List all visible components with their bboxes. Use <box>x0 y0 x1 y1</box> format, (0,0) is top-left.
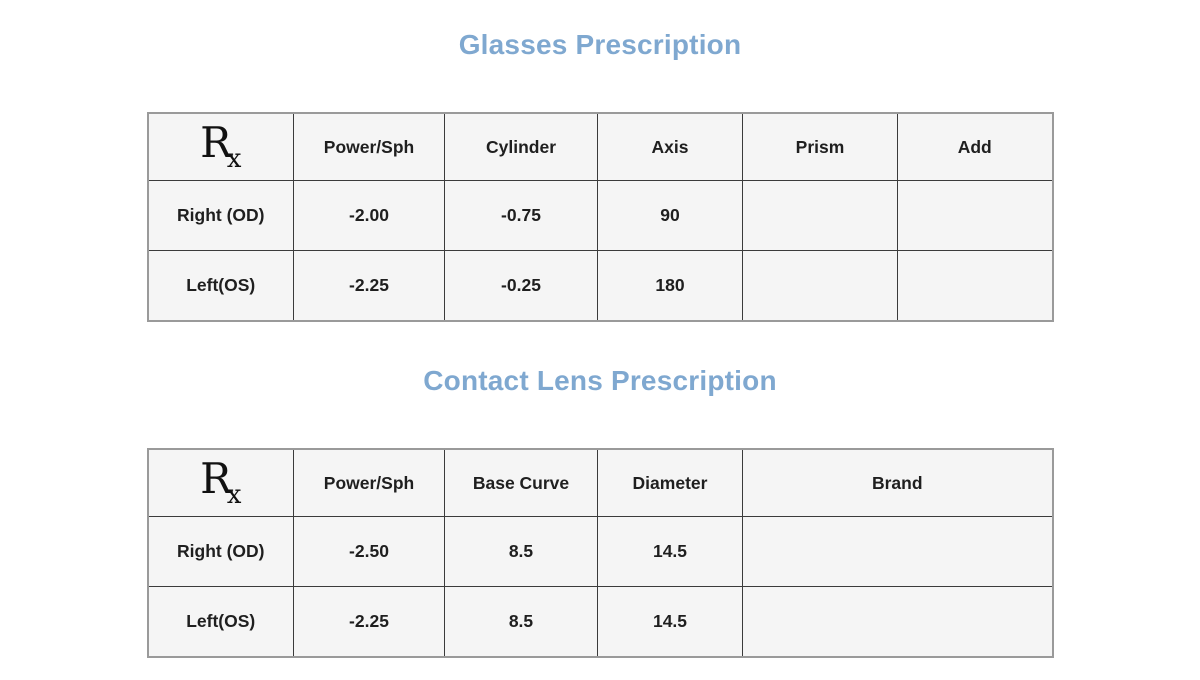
row-label-right-od: Right (OD) <box>147 516 294 587</box>
contacts-right-base-curve-cell: 8.5 <box>444 516 598 587</box>
row-label-left-os: Left(OS) <box>147 250 294 322</box>
contact-lens-prescription-title: Contact Lens Prescription <box>423 365 777 396</box>
rx-icon: Rx <box>200 118 242 174</box>
contacts-right-brand-cell <box>742 516 1053 587</box>
column-header-base-curve: Base Curve <box>444 448 598 517</box>
contacts-left-base-curve-cell: 8.5 <box>444 586 598 658</box>
contact-lens-prescription-table: Rx Power/Sph Base Curve Diameter Brand R… <box>146 448 1054 658</box>
glasses-right-add-cell <box>897 180 1053 251</box>
glasses-right-prism-cell <box>742 180 898 251</box>
glasses-prescription-title: Glasses Prescription <box>458 29 742 60</box>
glasses-left-add-cell <box>897 250 1053 322</box>
glasses-left-cylinder-cell: -0.25 <box>444 250 598 322</box>
glasses-right-axis-cell: 90 <box>597 180 743 251</box>
contacts-row-left-os: Left(OS) -2.25 8.5 14.5 <box>147 586 1053 658</box>
glasses-left-prism-cell <box>742 250 898 322</box>
column-header-diameter: Diameter <box>597 448 743 517</box>
glasses-left-power-cell: -2.25 <box>293 250 445 322</box>
rx-symbol-cell: Rx <box>147 448 294 517</box>
glasses-right-cylinder-cell: -0.75 <box>444 180 598 251</box>
rx-icon: Rx <box>200 454 242 510</box>
contacts-left-brand-cell <box>742 586 1053 658</box>
contacts-left-diameter-cell: 14.5 <box>597 586 743 658</box>
glasses-row-right-od: Right (OD) -2.00 -0.75 90 <box>147 180 1053 251</box>
rx-symbol-cell: Rx <box>147 112 294 181</box>
glasses-right-power-cell: -2.00 <box>293 180 445 251</box>
glasses-prescription-table: Rx Power/Sph Cylinder Axis Prism Add Rig… <box>146 112 1054 322</box>
contacts-right-diameter-cell: 14.5 <box>597 516 743 587</box>
column-header-axis: Axis <box>597 112 743 181</box>
glasses-left-axis-cell: 180 <box>597 250 743 322</box>
glasses-row-left-os: Left(OS) -2.25 -0.25 180 <box>147 250 1053 322</box>
contacts-right-power-cell: -2.50 <box>293 516 445 587</box>
glasses-header-row: Rx Power/Sph Cylinder Axis Prism Add <box>147 112 1053 181</box>
column-header-brand: Brand <box>742 448 1053 517</box>
column-header-prism: Prism <box>742 112 898 181</box>
row-label-right-od: Right (OD) <box>147 180 294 251</box>
column-header-power-sph: Power/Sph <box>293 448 445 517</box>
column-header-power-sph: Power/Sph <box>293 112 445 181</box>
contacts-row-right-od: Right (OD) -2.50 8.5 14.5 <box>147 516 1053 587</box>
contacts-left-power-cell: -2.25 <box>293 586 445 658</box>
contacts-header-row: Rx Power/Sph Base Curve Diameter Brand <box>147 448 1053 517</box>
column-header-add: Add <box>897 112 1053 181</box>
column-header-cylinder: Cylinder <box>444 112 598 181</box>
row-label-left-os: Left(OS) <box>147 586 294 658</box>
